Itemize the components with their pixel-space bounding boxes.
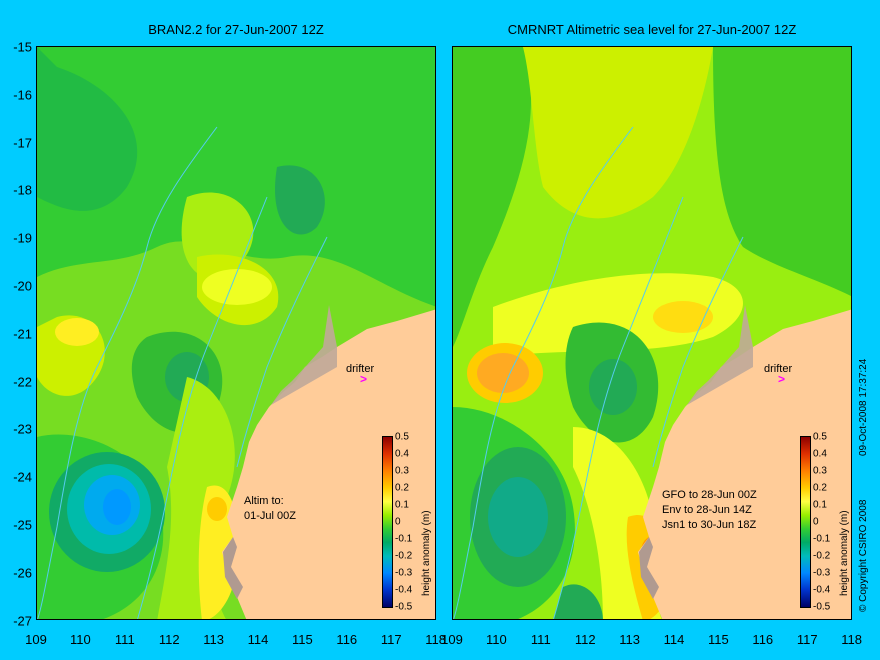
colorbar-tick-label: -0.4 — [395, 584, 413, 596]
x-tick-label: 110 — [70, 632, 91, 647]
x-tick-label: 115 — [708, 632, 729, 647]
x-tick-label: 117 — [796, 632, 818, 647]
y-tick-label: -20 — [13, 278, 32, 294]
right-drifter-icon: > — [778, 372, 786, 386]
x-tick-label: 109 — [25, 632, 47, 647]
right-colorbar — [800, 436, 811, 608]
x-tick-label: 110 — [486, 632, 507, 647]
colorbar-tick-label: 0.1 — [395, 499, 409, 511]
colorbar-tick-label: 0.2 — [395, 482, 409, 494]
colorbar-tick-label: 0.2 — [813, 482, 827, 494]
x-tick-label: 113 — [203, 632, 224, 647]
colorbar-tick-label: 0.5 — [813, 431, 827, 443]
copyright-text: © Copyright CSIRO 2008 — [858, 499, 869, 612]
right-colorbar-title: height anomaly (m) — [839, 510, 850, 596]
y-tick-label: -24 — [13, 469, 32, 485]
y-tick-label: -17 — [13, 135, 32, 151]
right-map-svg — [453, 47, 851, 619]
colorbar-tick-label: -0.3 — [813, 567, 831, 579]
left-map-svg — [37, 47, 435, 619]
y-tick-label: -16 — [13, 87, 32, 103]
x-tick-label: 112 — [574, 632, 596, 647]
y-tick-label: -19 — [13, 230, 32, 246]
right-drifter-label: drifter — [764, 363, 793, 375]
x-tick-label: 111 — [114, 632, 135, 647]
x-tick-label: 116 — [336, 632, 358, 647]
y-tick-label: -18 — [13, 182, 32, 198]
colorbar-tick-label: -0.3 — [395, 567, 413, 579]
x-tick-label: 118 — [425, 632, 446, 647]
colorbar-tick-label: -0.4 — [813, 584, 831, 596]
left-drifter-icon: > — [360, 372, 368, 386]
colorbar-tick-label: -0.5 — [395, 601, 413, 613]
y-tick-label: -27 — [13, 613, 32, 629]
timestamp-text: 09-Oct-2008 17:37:24 — [858, 358, 869, 456]
x-tick-label: 116 — [752, 632, 774, 647]
y-tick-label: -25 — [13, 517, 32, 533]
y-tick-label: -23 — [13, 421, 32, 437]
x-tick-label: 114 — [663, 632, 685, 647]
left-colorbar — [382, 436, 393, 608]
colorbar-tick-label: -0.1 — [813, 533, 831, 545]
x-tick-label: 113 — [619, 632, 640, 647]
colorbar-tick-label: 0.5 — [395, 431, 409, 443]
x-tick-label: 111 — [530, 632, 551, 647]
left-colorbar-title: height anomaly (m) — [421, 510, 432, 596]
x-tick-label: 117 — [380, 632, 402, 647]
colorbar-tick-label: -0.1 — [395, 533, 413, 545]
right-map-panel — [452, 46, 852, 620]
colorbar-tick-label: -0.2 — [813, 550, 831, 562]
y-tick-label: -22 — [13, 374, 32, 390]
x-tick-label: 109 — [441, 632, 463, 647]
left-altimetry-annotation: Altim to: 01-Jul 00Z — [244, 495, 296, 522]
x-tick-label: 114 — [247, 632, 269, 647]
y-tick-label: -26 — [13, 565, 32, 581]
colorbar-tick-label: 0.4 — [813, 448, 827, 460]
colorbar-tick-label: 0.3 — [813, 465, 827, 477]
colorbar-tick-label: 0.3 — [395, 465, 409, 477]
colorbar-tick-label: 0 — [395, 516, 401, 528]
colorbar-tick-label: -0.2 — [395, 550, 413, 562]
x-tick-label: 112 — [158, 632, 180, 647]
colorbar-tick-label: 0.4 — [395, 448, 409, 460]
left-map-panel — [36, 46, 436, 620]
colorbar-tick-label: 0.1 — [813, 499, 827, 511]
y-tick-label: -21 — [13, 326, 32, 342]
left-drifter-label: drifter — [346, 363, 375, 375]
right-altimetry-annotation: GFO to 28-Jun 00Z Env to 28-Jun 14Z Jsn1… — [662, 489, 757, 531]
right-panel-title: CMRNRT Altimetric sea level for 27-Jun-2… — [507, 22, 797, 37]
left-panel-title: BRAN2.2 for 27-Jun-2007 12Z — [148, 22, 324, 37]
x-tick-label: 118 — [841, 632, 862, 647]
colorbar-tick-label: -0.5 — [813, 601, 831, 613]
y-tick-label: -15 — [13, 39, 32, 55]
colorbar-tick-label: 0 — [813, 516, 819, 528]
x-tick-label: 115 — [292, 632, 313, 647]
